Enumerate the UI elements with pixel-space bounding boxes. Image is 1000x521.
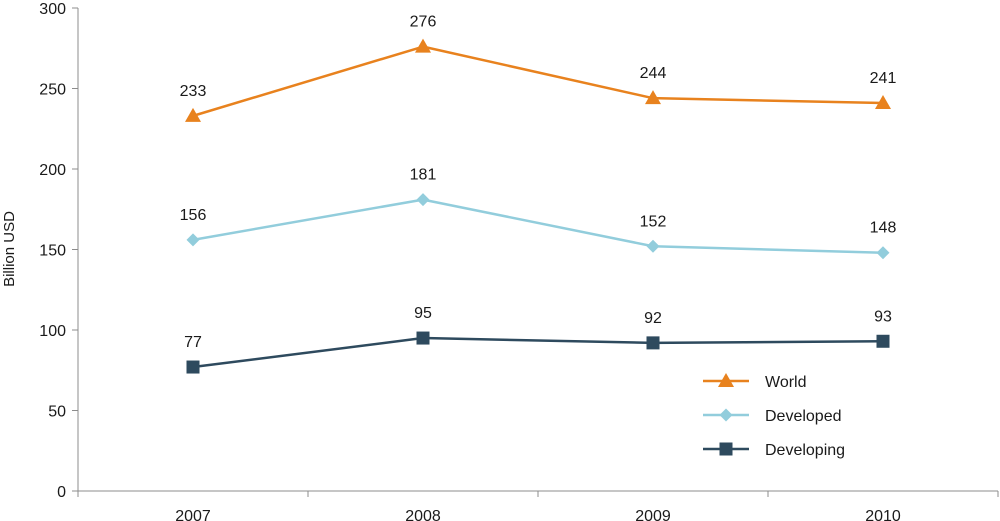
y-tick-label: 100 <box>39 323 66 340</box>
y-tick-label: 50 <box>48 404 66 421</box>
y-ticks: 0 50 100 150 200 250 300 <box>39 1 78 501</box>
data-point-developing <box>416 331 430 345</box>
legend-label-world: World <box>765 374 807 391</box>
data-point-developing <box>646 336 660 350</box>
legend-label-developing: Developing <box>765 442 845 459</box>
series-line-developing <box>192 336 884 369</box>
axes: Billion USD <box>1 8 998 492</box>
data-labels: 233 276 244 241 156 181 152 148 77 95 92 93 <box>180 14 897 351</box>
y-tick-label: 200 <box>39 162 66 179</box>
y-tick-label: 0 <box>57 484 66 501</box>
data-point-developing <box>876 334 890 348</box>
data-point-developed <box>186 233 200 247</box>
series-line-developed <box>192 198 884 254</box>
data-label-world: 241 <box>870 70 897 87</box>
data-label-developing: 77 <box>184 334 202 351</box>
series-line-world <box>192 45 884 118</box>
data-label-developed: 156 <box>180 207 207 224</box>
x-ticks: 2007 2008 2009 2010 <box>77 491 999 521</box>
data-label-developed: 152 <box>640 213 667 230</box>
data-point-world <box>185 107 201 122</box>
data-point-world <box>875 94 891 109</box>
data-label-developing: 93 <box>874 308 892 325</box>
y-axis-title: Billion USD <box>1 211 18 287</box>
data-label-developing: 95 <box>414 305 432 322</box>
series <box>185 38 891 374</box>
y-tick-label: 150 <box>39 243 66 260</box>
data-label-world: 244 <box>640 65 667 82</box>
data-point-world <box>415 38 431 53</box>
x-tick-label: 2007 <box>175 508 211 521</box>
data-label-developing: 92 <box>644 310 662 327</box>
x-tick-label: 2010 <box>865 508 901 521</box>
legend-marker-developed <box>719 408 733 422</box>
data-label-world: 276 <box>410 14 437 31</box>
y-tick-label: 250 <box>39 82 66 99</box>
data-point-developing <box>186 360 200 374</box>
x-tick-label: 2009 <box>635 508 671 521</box>
legend-label-developed: Developed <box>765 408 842 425</box>
x-tick-label: 2008 <box>405 508 441 521</box>
data-label-developed: 181 <box>410 167 437 184</box>
data-point-developed <box>646 239 660 253</box>
data-point-developed <box>416 193 430 207</box>
data-label-developed: 148 <box>870 220 897 237</box>
data-label-world: 233 <box>180 83 207 100</box>
legend: World Developed Developing <box>703 373 845 459</box>
legend-marker-developing <box>719 442 733 456</box>
y-tick-label: 300 <box>39 1 66 18</box>
data-point-developed <box>876 246 890 260</box>
data-point-world <box>645 90 661 105</box>
legend-marker-world <box>718 373 734 387</box>
